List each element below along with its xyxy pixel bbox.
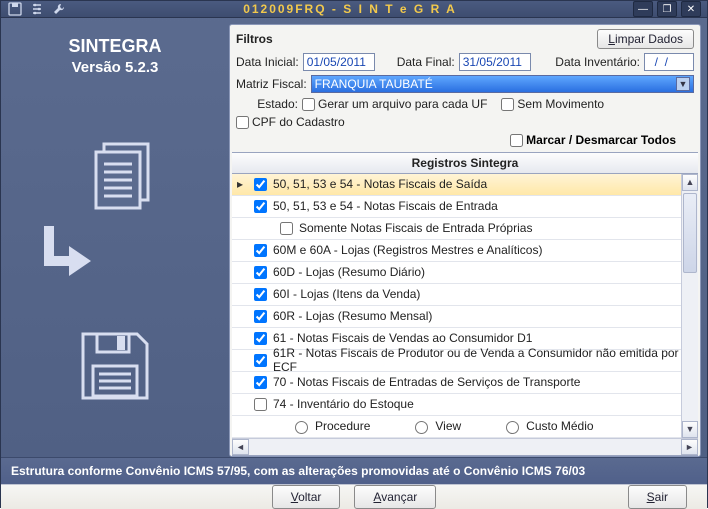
- filters-section: Filtros Limpar Dados Data Inicial: Data …: [230, 25, 700, 131]
- floppy-disk-icon: [75, 326, 155, 411]
- radio-view[interactable]: View: [410, 418, 461, 434]
- voltar-button[interactable]: Voltar: [272, 485, 341, 509]
- scroll-left-button[interactable]: ◄: [232, 439, 249, 455]
- chk-cpf-cadastro[interactable]: CPF do Cadastro: [236, 115, 345, 129]
- dropdown-arrow-icon: ▼: [676, 77, 690, 91]
- row-checkbox[interactable]: [254, 332, 267, 345]
- data-inicial-label: Data Inicial:: [236, 55, 299, 69]
- data-final-label: Data Final:: [397, 55, 455, 69]
- data-inventario-label: Data Inventário:: [555, 55, 640, 69]
- tools-icon[interactable]: [51, 1, 67, 17]
- row-label: 74 - Inventário do Estoque: [273, 397, 414, 411]
- grid-header: Registros Sintegra: [232, 153, 698, 174]
- row-marker-icon: ▸: [234, 177, 246, 191]
- row-checkbox[interactable]: [254, 266, 267, 279]
- row-label: 60M e 60A - Lojas (Registros Mestres e A…: [273, 243, 542, 257]
- main-panel: Filtros Limpar Dados Data Inicial: Data …: [229, 24, 701, 457]
- titlebar-left-icons: [7, 1, 67, 17]
- minimize-button[interactable]: —: [633, 1, 653, 17]
- registros-grid: Registros Sintegra ▸ 50, 51, 53 e 54 - No…: [232, 152, 698, 456]
- row-label: 61 - Notas Fiscais de Vendas ao Consumid…: [273, 331, 532, 345]
- grid-row[interactable]: ▸ 50, 51, 53 e 54 - Notas Fiscais de Saíd…: [232, 174, 698, 196]
- avancar-button[interactable]: Avançar: [354, 485, 436, 509]
- grid-row[interactable]: 60R - Lojas (Resumo Mensal): [232, 306, 698, 328]
- window-controls: — ❐ ✕: [633, 1, 701, 17]
- matriz-fiscal-value: FRANQUIA TAUBATÉ: [315, 77, 676, 91]
- sair-button[interactable]: Sair: [628, 485, 687, 509]
- matriz-fiscal-label: Matriz Fiscal:: [236, 77, 307, 91]
- row-checkbox[interactable]: [254, 376, 267, 389]
- app-title: SINTEGRA: [9, 36, 221, 57]
- mark-all-row: Marcar / Desmarcar Todos: [230, 131, 700, 152]
- estado-label: Estado:: [236, 97, 298, 111]
- sidebar-graphic: [9, 136, 221, 411]
- app-window: 012009FRQ - S I N T e G R A — ❐ ✕ SINTEG…: [0, 0, 708, 508]
- row-label: 61R - Notas Fiscais de Produtor ou de Ve…: [273, 346, 698, 374]
- grid-row[interactable]: 60M e 60A - Lojas (Registros Mestres e A…: [232, 240, 698, 262]
- row-checkbox[interactable]: [280, 222, 293, 235]
- row-label: 60D - Lojas (Resumo Diário): [273, 265, 425, 279]
- row-checkbox[interactable]: [254, 288, 267, 301]
- row-checkbox[interactable]: [254, 178, 267, 191]
- scroll-down-button[interactable]: ▼: [682, 421, 698, 438]
- mark-all-label: Marcar / Desmarcar Todos: [526, 133, 676, 147]
- documents-icon: [70, 136, 160, 231]
- chk-cpf-cadastro-label: CPF do Cadastro: [252, 115, 345, 129]
- row-checkbox[interactable]: [254, 354, 267, 367]
- scroll-right-button[interactable]: ►: [681, 439, 698, 455]
- grid-row[interactable]: 60D - Lojas (Resumo Diário): [232, 262, 698, 284]
- chk-gerar-uf-label: Gerar um arquivo para cada UF: [318, 97, 487, 111]
- clear-data-button[interactable]: Limpar Dados: [597, 29, 694, 49]
- grid-row[interactable]: 60I - Lojas (Itens da Venda): [232, 284, 698, 306]
- save-icon[interactable]: [7, 1, 23, 17]
- scroll-track[interactable]: [682, 191, 698, 421]
- row-label: 50, 51, 53 e 54 - Notas Fiscais de Saída: [273, 177, 487, 191]
- row-checkbox[interactable]: [254, 244, 267, 257]
- filters-title: Filtros: [236, 32, 597, 46]
- row-label: Somente Notas Fiscais de Entrada Própria…: [299, 221, 532, 235]
- row-label: 50, 51, 53 e 54 - Notas Fiscais de Entra…: [273, 199, 498, 213]
- grid-row-radios: Procedure View Custo Médio: [232, 416, 698, 438]
- app-version: Versão 5.2.3: [9, 59, 221, 76]
- grid-row[interactable]: 61R - Notas Fiscais de Produtor ou de Ve…: [232, 350, 698, 372]
- settings-icon[interactable]: [29, 1, 45, 17]
- row-label: 60R - Lojas (Resumo Mensal): [273, 309, 432, 323]
- scroll-thumb[interactable]: [683, 193, 697, 273]
- arrow-down-icon: [39, 221, 99, 296]
- row-label: 70 - Notas Fiscais de Entradas de Serviç…: [273, 375, 580, 389]
- data-inicial-input[interactable]: [303, 53, 375, 71]
- chk-sem-movimento-label: Sem Movimento: [517, 97, 604, 111]
- row-checkbox[interactable]: [254, 200, 267, 213]
- mark-all-checkbox[interactable]: Marcar / Desmarcar Todos: [510, 133, 676, 147]
- radio-custo-medio[interactable]: Custo Médio: [501, 418, 593, 434]
- titlebar: 012009FRQ - S I N T e G R A — ❐ ✕: [1, 1, 707, 18]
- grid-row[interactable]: 74 - Inventário do Estoque: [232, 394, 698, 416]
- hscroll-track[interactable]: [249, 439, 681, 455]
- grid-body: ▸ 50, 51, 53 e 54 - Notas Fiscais de Saíd…: [232, 174, 698, 438]
- grid-row[interactable]: 50, 51, 53 e 54 - Notas Fiscais de Entra…: [232, 196, 698, 218]
- grid-row[interactable]: 70 - Notas Fiscais de Entradas de Serviç…: [232, 372, 698, 394]
- horizontal-scrollbar[interactable]: ◄ ►: [232, 438, 698, 455]
- data-inventario-input[interactable]: [644, 53, 694, 71]
- status-bar: Estrutura conforme Convênio ICMS 57/95, …: [1, 457, 707, 484]
- close-button[interactable]: ✕: [681, 1, 701, 17]
- matriz-fiscal-dropdown[interactable]: FRANQUIA TAUBATÉ ▼: [311, 75, 694, 93]
- footer: Voltar Avançar Sair: [1, 484, 707, 509]
- row-checkbox[interactable]: [254, 310, 267, 323]
- scroll-up-button[interactable]: ▲: [682, 174, 698, 191]
- chk-gerar-uf[interactable]: Gerar um arquivo para cada UF: [302, 97, 487, 111]
- row-checkbox[interactable]: [254, 398, 267, 411]
- sidebar: SINTEGRA Versão 5.2.3: [1, 18, 229, 457]
- vertical-scrollbar[interactable]: ▲ ▼: [681, 174, 698, 438]
- row-label: 60I - Lojas (Itens da Venda): [273, 287, 420, 301]
- chk-sem-movimento[interactable]: Sem Movimento: [501, 97, 604, 111]
- radio-procedure[interactable]: Procedure: [290, 418, 370, 434]
- grid-row[interactable]: Somente Notas Fiscais de Entrada Própria…: [232, 218, 698, 240]
- window-body: SINTEGRA Versão 5.2.3: [1, 18, 707, 457]
- maximize-button[interactable]: ❐: [657, 1, 677, 17]
- window-title: 012009FRQ - S I N T e G R A: [67, 2, 633, 16]
- data-final-input[interactable]: [459, 53, 531, 71]
